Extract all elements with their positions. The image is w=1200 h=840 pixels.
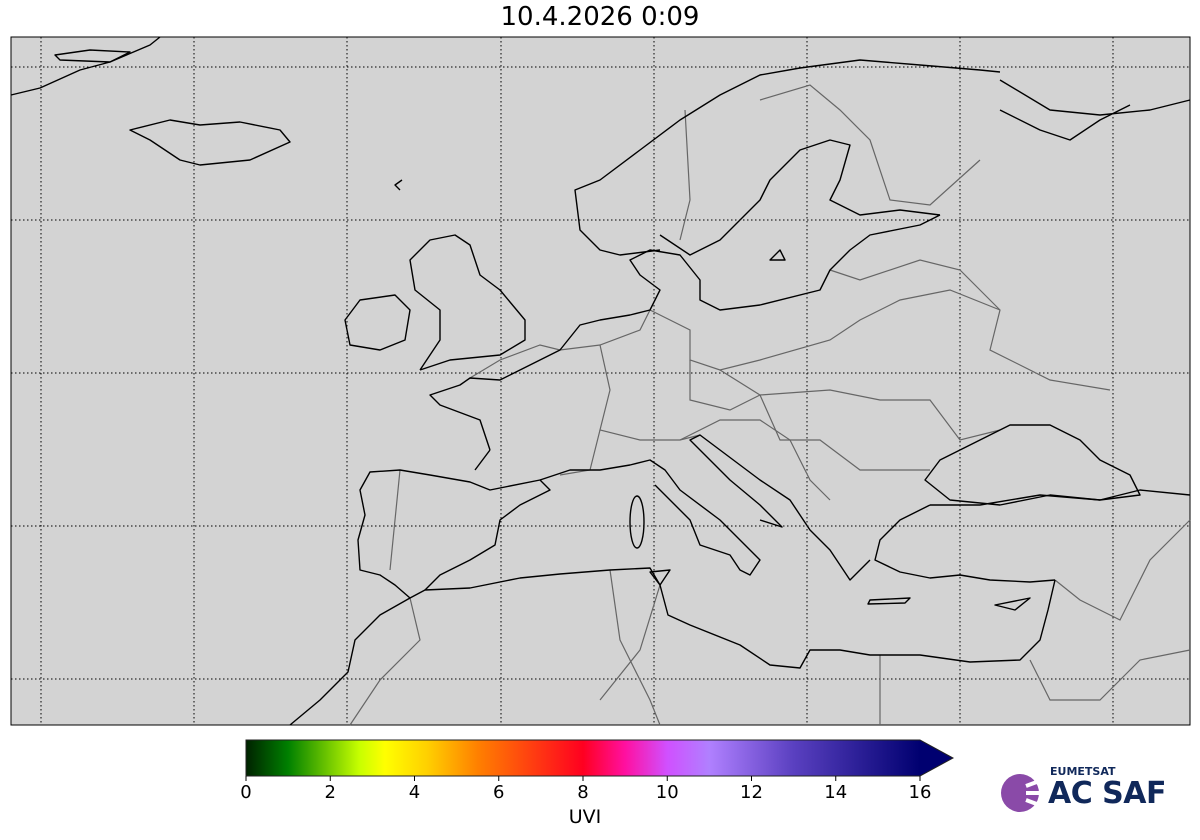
colorbar-tick-label: 16: [908, 782, 932, 803]
colorbar-tick-label: 0: [240, 782, 252, 803]
acsaf-logo-mark-icon: [1001, 774, 1044, 812]
colorbar-tick-label: 4: [408, 782, 421, 803]
colorbar-tick-label: 10: [655, 782, 679, 803]
colorbar-tick-marks: [245, 776, 921, 781]
country-borders: [349, 84, 1191, 726]
colorbar-tick-label: 8: [577, 782, 589, 803]
colorbar-outline: [245, 739, 955, 777]
colorbar-tick-label: 6: [493, 782, 505, 803]
colorbar-tick-label: 14: [824, 782, 848, 803]
graticule: [11, 37, 1190, 725]
colorbar-tick-label: 2: [324, 782, 336, 803]
colorbar-tick-label: 12: [740, 782, 763, 803]
colorbar-label: UVI: [568, 806, 602, 828]
logo-brand: AC SAF: [1048, 776, 1167, 811]
logo-org: EUMETSAT: [1050, 765, 1116, 778]
coastlines: [10, 36, 1191, 726]
colorbar-extend-arrow: [920, 740, 953, 776]
colorbar-gradient: [246, 740, 920, 776]
map-frame: [10, 36, 1191, 726]
acsaf-logo: EUMETSAT AC SAF: [998, 762, 1168, 818]
map-title: 10.4.2026 0:09: [500, 2, 700, 32]
